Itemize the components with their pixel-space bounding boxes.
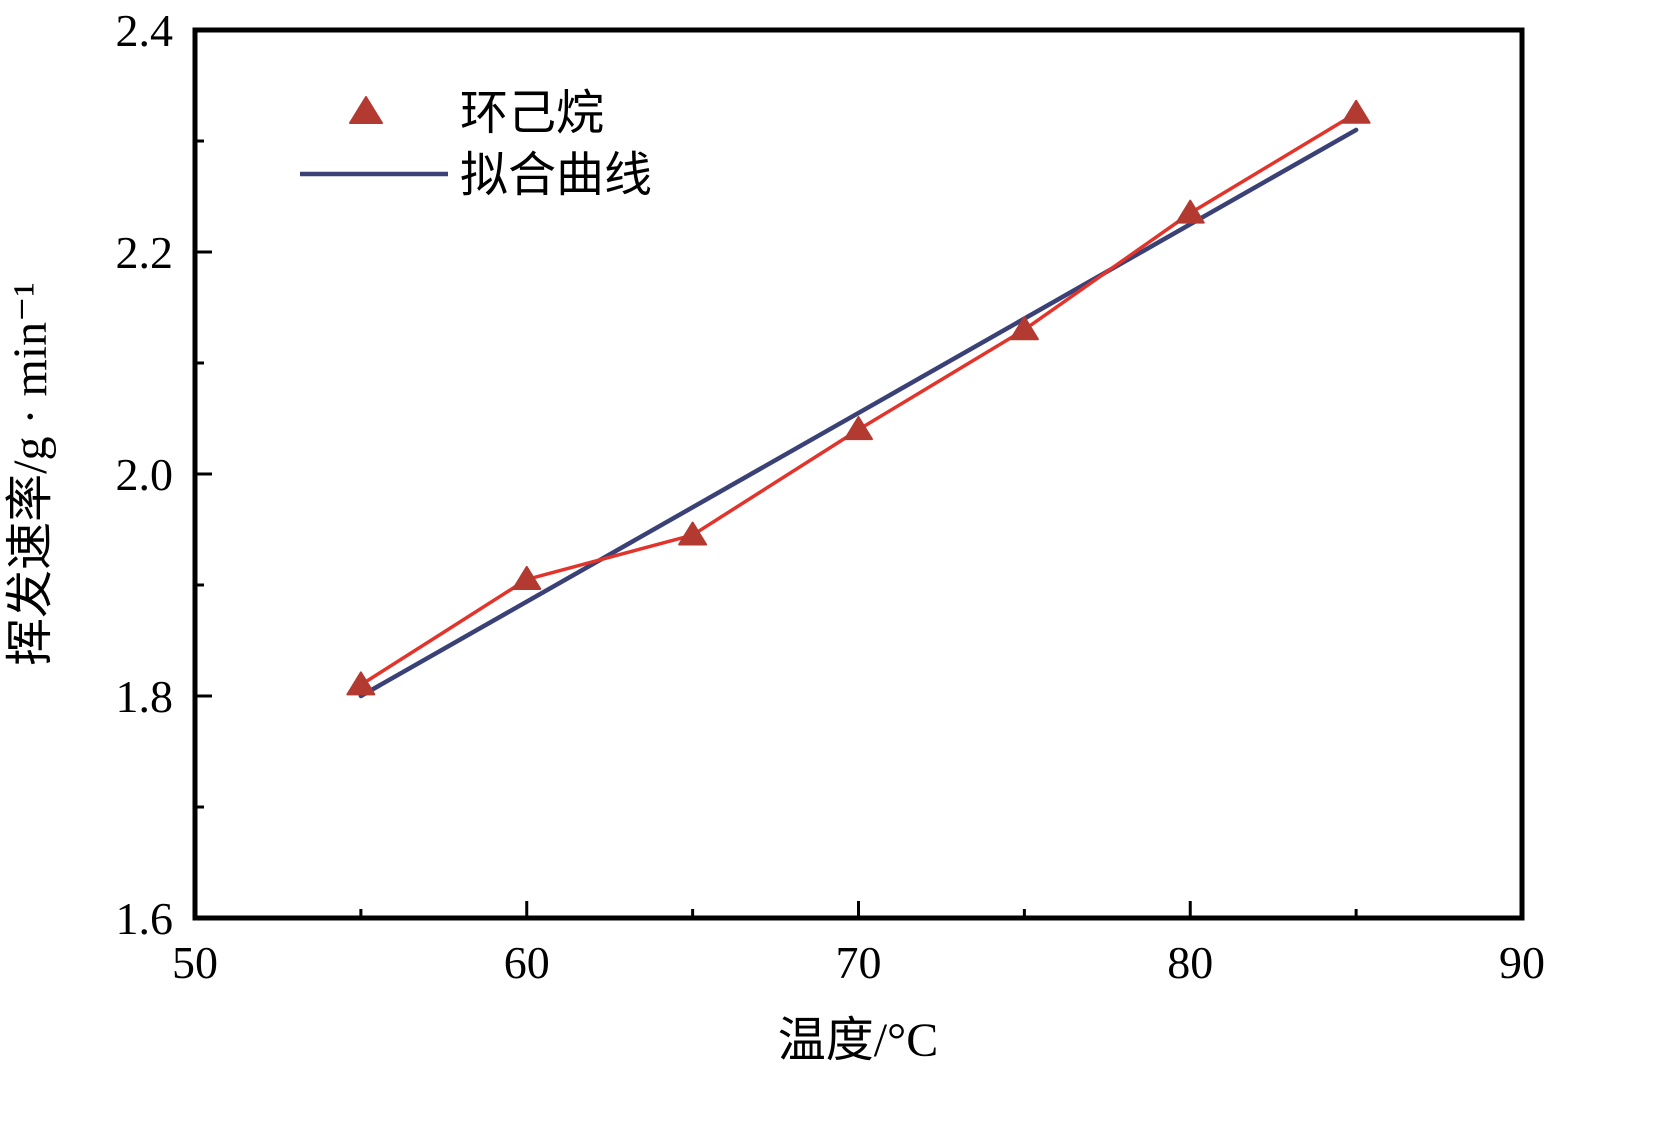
x-tick-label: 50 xyxy=(172,937,218,988)
data-point-marker xyxy=(844,416,873,441)
data-point-marker xyxy=(1341,99,1371,124)
y-tick-label: 2.4 xyxy=(116,5,174,56)
legend-item-cyclohexane: 环己烷 xyxy=(349,87,604,140)
data-point-marker xyxy=(678,521,708,546)
x-tick-label: 80 xyxy=(1167,937,1213,988)
legend-label: 拟合曲线 xyxy=(460,149,652,202)
y-tick-label: 2.0 xyxy=(116,449,174,500)
x-tick-label: 70 xyxy=(836,937,882,988)
data-point-marker xyxy=(1175,199,1205,224)
x-tick-label: 60 xyxy=(504,937,550,988)
y-axis-title: 挥发速率/g · min⁻¹ xyxy=(4,282,57,666)
y-tick-label: 1.6 xyxy=(116,893,174,944)
data-point-marker xyxy=(346,671,376,696)
x-axis-title: 温度/°C xyxy=(778,1014,939,1067)
fit-line xyxy=(358,127,1359,699)
axis-frame xyxy=(192,27,1525,921)
y-tick-label: 1.8 xyxy=(116,671,174,722)
data-point-marker xyxy=(1009,316,1039,341)
x-tick-label: 90 xyxy=(1499,937,1545,988)
legend-item-fit-curve: 拟合曲线 xyxy=(300,149,652,202)
data-point-marker xyxy=(512,565,542,590)
legend-label: 环己烷 xyxy=(460,87,604,140)
y-tick-label: 2.2 xyxy=(116,227,174,278)
legend-triangle-marker-icon xyxy=(349,96,383,124)
